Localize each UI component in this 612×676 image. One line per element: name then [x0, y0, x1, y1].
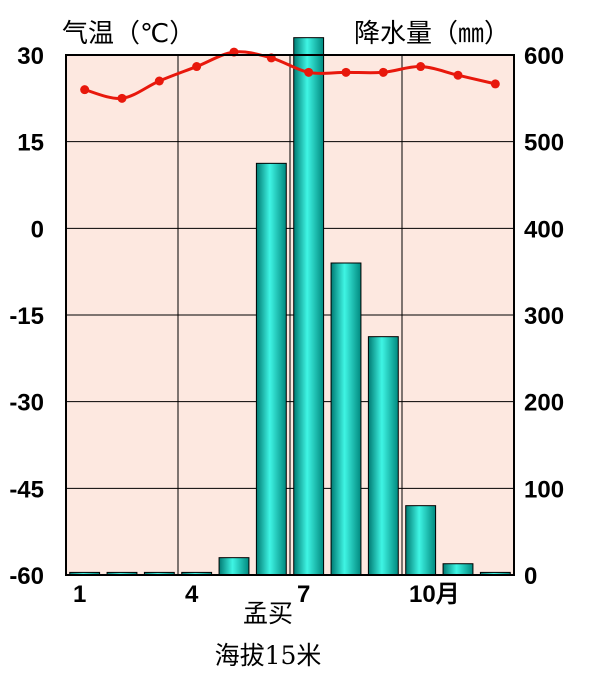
temperature-tick-label: -60: [9, 563, 44, 590]
month-tick-label: 10月: [409, 581, 460, 608]
precipitation-bar: [293, 37, 325, 576]
precipitation-tick-label: 100: [524, 476, 564, 503]
temperature-point: [80, 85, 90, 95]
precipitation-tick-label: 0: [524, 563, 537, 590]
temperature-tick-label: 0: [31, 216, 44, 243]
month-axis: 1 4 7 10月: [73, 581, 460, 608]
precipitation-bar: [367, 336, 399, 576]
precipitation-bar: [442, 563, 474, 576]
month-tick-label: 1: [73, 581, 86, 608]
temperature-tick-label: -30: [9, 390, 44, 417]
precipitation-tick-label: 300: [524, 303, 564, 330]
temperature-point: [117, 93, 127, 103]
temperature-point: [341, 67, 351, 77]
temperature-tick-label: 15: [17, 130, 44, 157]
temperature-tick-label: -15: [9, 303, 44, 330]
plot-frame: [65, 54, 515, 576]
station-name: 孟买: [243, 599, 293, 628]
precipitation-bar: [255, 162, 287, 576]
temperature-point: [154, 76, 164, 86]
temperature-point: [416, 62, 426, 72]
temperature-line: [80, 47, 500, 103]
precipitation-tick-label: 600: [524, 43, 564, 70]
precipitation-axis-title: 降水量（㎜）: [354, 19, 510, 49]
precipitation-tick-label: 200: [524, 390, 564, 417]
precipitation-tick-label: 400: [524, 216, 564, 243]
precipitation-bar: [330, 262, 362, 576]
temperature-point: [453, 70, 463, 80]
temperature-point: [304, 67, 314, 77]
temperature-tick-label: 30: [17, 43, 44, 70]
month-tick-label: 4: [185, 581, 199, 608]
temperature-point: [378, 67, 388, 77]
temperature-point: [490, 79, 500, 89]
temperature-tick-label: -45: [9, 476, 44, 503]
precipitation-bars: [69, 37, 511, 576]
precipitation-tick-label: 500: [524, 130, 564, 157]
month-tick-label: 7: [297, 581, 310, 608]
temperature-axis-title: 气温（℃）: [62, 19, 195, 49]
precipitation-axis: 600 500 400 300 200 100 0: [524, 43, 564, 590]
temperature-axis: 30 15 0 -15 -30 -45 -60: [9, 43, 44, 590]
precipitation-bar: [405, 505, 437, 576]
temperature-point: [192, 62, 202, 72]
station-elevation: 海拔15米: [215, 641, 322, 670]
precipitation-bar: [218, 557, 250, 576]
